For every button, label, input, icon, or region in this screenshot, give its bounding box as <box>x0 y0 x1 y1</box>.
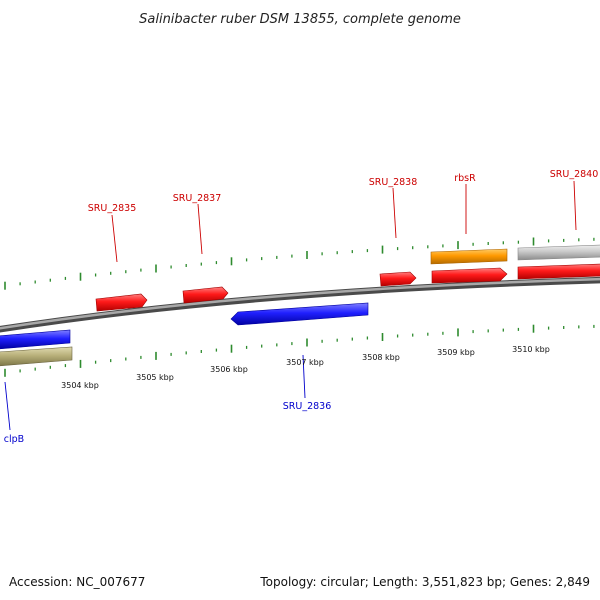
kbp-label-3505: 3505 kbp <box>136 373 174 382</box>
gene-sru-2837-arrow[interactable] <box>182 286 229 304</box>
gene-label-sru-2840[interactable]: SRU_2840 <box>550 169 599 180</box>
kbp-label-3510: 3510 kbp <box>512 345 550 354</box>
gene-label-sru-2835[interactable]: SRU_2835 <box>88 203 137 214</box>
kbp-label-3508: 3508 kbp <box>362 353 400 362</box>
gene-sru-2838-arrow[interactable] <box>379 271 417 287</box>
kbp-label-3506: 3506 kbp <box>210 365 248 374</box>
genome-backbone <box>0 276 600 333</box>
kbp-label-3504: 3504 kbp <box>61 381 99 390</box>
gene-grey-arrow[interactable] <box>517 244 600 261</box>
gene-rbsR-arrow[interactable] <box>430 248 508 265</box>
gene-sru-2836-arrow[interactable] <box>230 302 369 326</box>
gene-label-sru-2836[interactable]: SRU_2836 <box>283 401 332 412</box>
reverse-tick-row <box>4 324 595 377</box>
gene-sru-2840-arrow[interactable] <box>517 263 600 280</box>
gene-forward-2-arrow[interactable] <box>431 267 508 284</box>
gene-label-rbsR[interactable]: rbsR <box>454 173 476 184</box>
forward-tick-row <box>4 237 595 290</box>
gene-clpB-arrow[interactable] <box>0 346 73 367</box>
kbp-label-3507: 3507 kbp <box>286 358 324 367</box>
gene-reverse-left-arrow[interactable] <box>0 329 71 350</box>
gene-label-sru-2838[interactable]: SRU_2838 <box>369 177 418 188</box>
gene-sru-2835-arrow[interactable] <box>95 293 148 312</box>
kbp-label-3509: 3509 kbp <box>437 348 475 357</box>
label-leaders <box>4 180 577 431</box>
gene-label-sru-2837[interactable]: SRU_2837 <box>173 193 222 204</box>
map-title: Salinibacter ruber DSM 13855, complete g… <box>139 12 461 27</box>
genome-backbone-highlight <box>0 277 600 330</box>
genome-stats-text: Topology: circular; Length: 3,551,823 bp… <box>259 575 590 589</box>
accession-text: Accession: NC_007677 <box>9 575 145 589</box>
gene-label-clpB[interactable]: clpB <box>4 434 24 445</box>
